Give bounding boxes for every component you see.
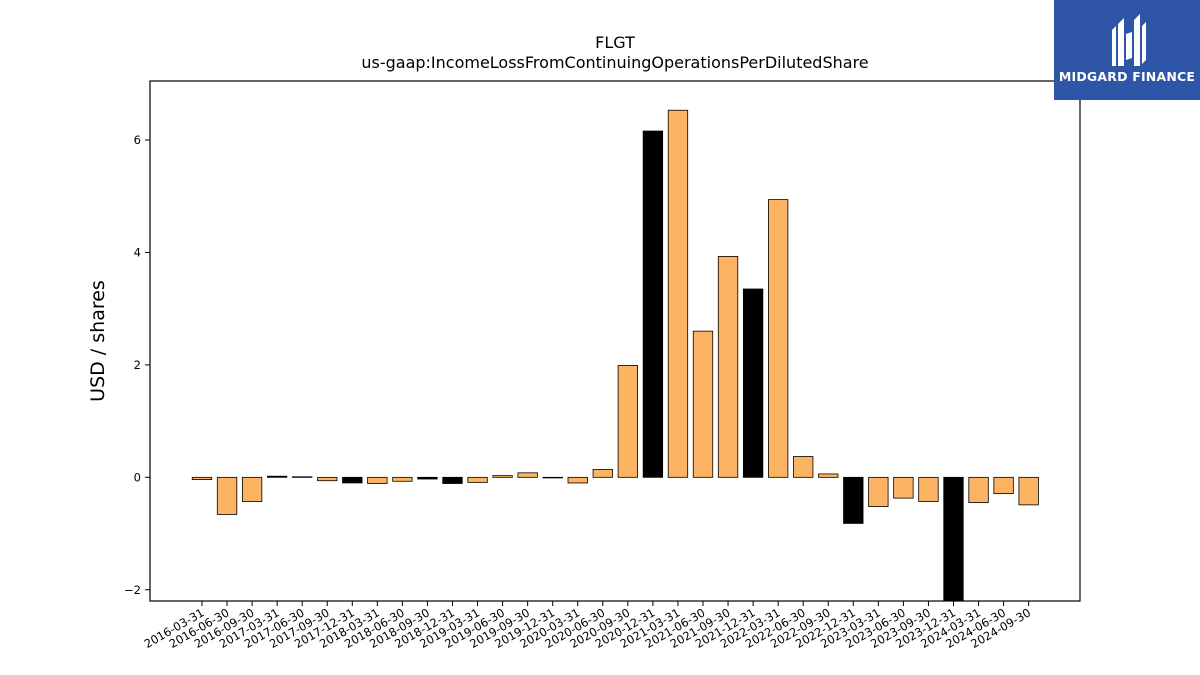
bar bbox=[742, 288, 764, 478]
bar bbox=[292, 476, 313, 478]
y-tick-label: 6 bbox=[134, 133, 141, 147]
chart-title: FLGT bbox=[595, 33, 635, 52]
midgard-logo-icon bbox=[1112, 14, 1146, 66]
bar bbox=[191, 476, 213, 480]
bar bbox=[868, 476, 889, 507]
bar bbox=[893, 476, 914, 499]
bar bbox=[617, 365, 638, 478]
bar bbox=[768, 199, 789, 478]
bar bbox=[642, 130, 664, 478]
bar bbox=[542, 476, 563, 479]
plot-frame bbox=[149, 80, 1081, 602]
bar bbox=[342, 476, 363, 484]
bar bbox=[717, 255, 739, 478]
bar bbox=[492, 475, 513, 478]
bar bbox=[993, 476, 1014, 495]
bar bbox=[592, 469, 613, 478]
bar bbox=[1018, 476, 1039, 506]
bar bbox=[667, 109, 689, 478]
bar bbox=[943, 476, 964, 602]
bar bbox=[567, 476, 588, 484]
y-tick-label: 0 bbox=[134, 470, 141, 484]
bar bbox=[216, 476, 238, 515]
brand-logo: MIDGARD FINANCE bbox=[1054, 0, 1200, 100]
bar bbox=[467, 476, 488, 483]
bar bbox=[442, 476, 463, 484]
y-tick-label: 2 bbox=[134, 358, 141, 372]
bar bbox=[692, 330, 714, 478]
bar bbox=[392, 476, 413, 482]
y-tick-label: 4 bbox=[134, 245, 141, 259]
bar bbox=[968, 476, 989, 504]
y-tick-label: −2 bbox=[124, 583, 141, 597]
bar bbox=[818, 473, 839, 478]
bar bbox=[241, 476, 263, 502]
bar bbox=[266, 475, 288, 478]
y-axis-label: USD / shares bbox=[87, 280, 109, 402]
logo-text: MIDGARD FINANCE bbox=[1058, 69, 1196, 84]
bar bbox=[918, 476, 939, 502]
bar bbox=[843, 476, 864, 524]
bar bbox=[367, 476, 388, 484]
bar bbox=[793, 456, 814, 478]
chart-subtitle: us-gaap:IncomeLossFromContinuingOperatio… bbox=[361, 53, 868, 72]
bar bbox=[417, 476, 438, 480]
bar bbox=[317, 476, 338, 482]
bar bbox=[517, 472, 538, 478]
